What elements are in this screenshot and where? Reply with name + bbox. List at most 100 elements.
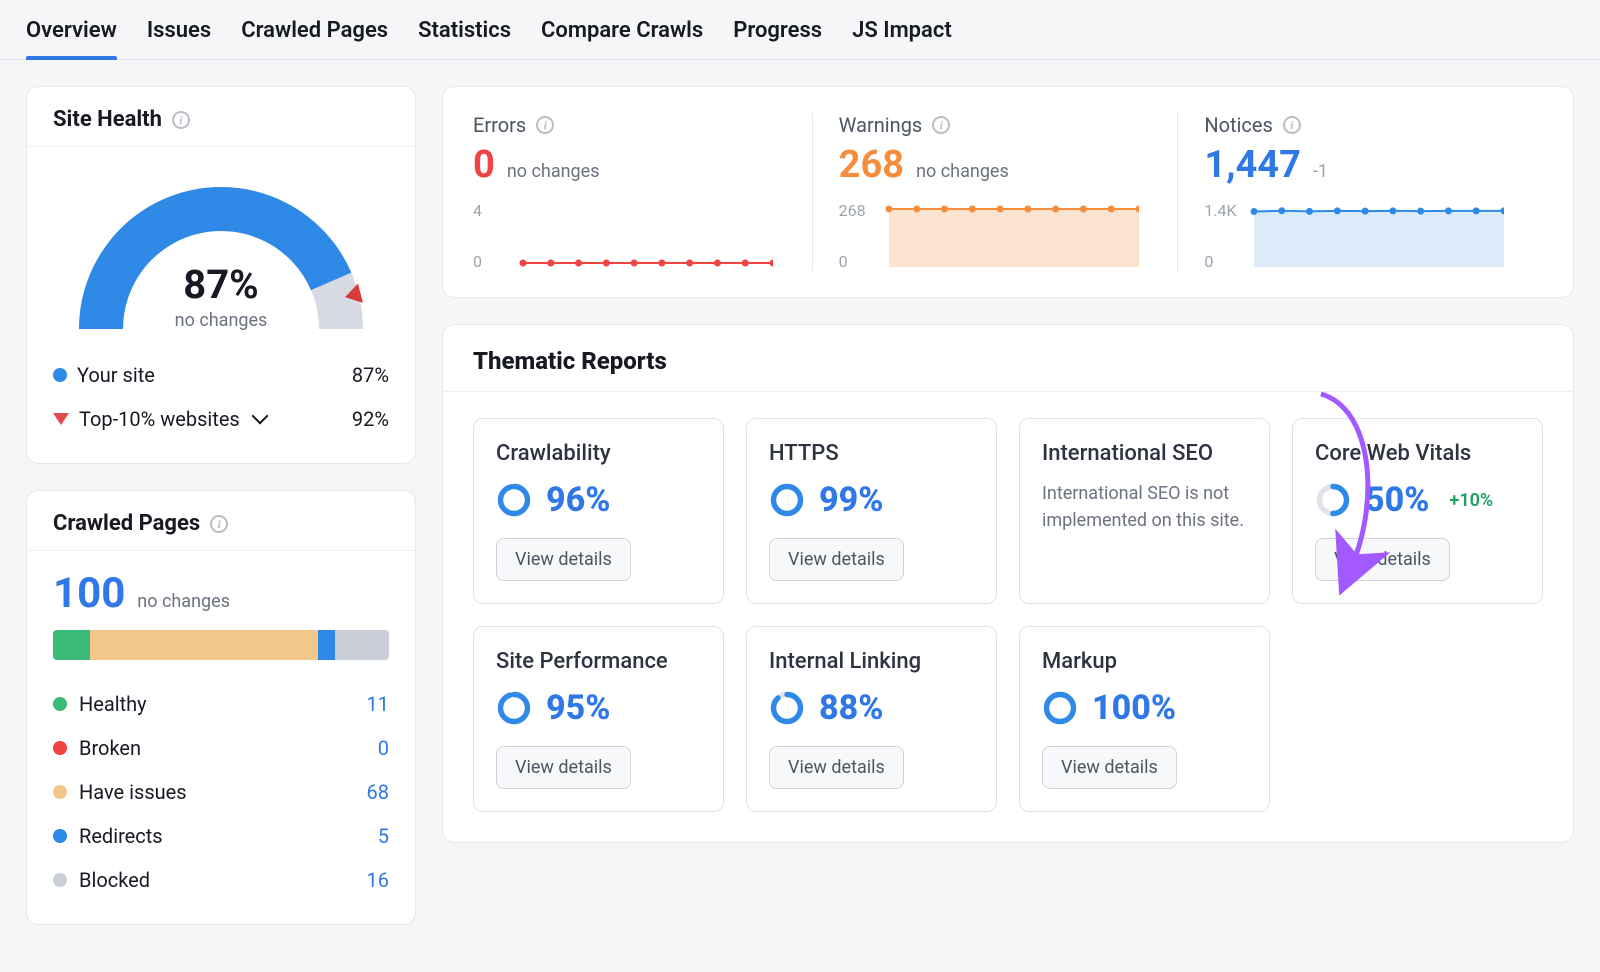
dot-icon — [53, 829, 67, 843]
view-details-button[interactable]: View details — [496, 746, 631, 789]
issue-column-warnings: Warnings i 268 no changes 2680 — [812, 113, 1178, 271]
crawled-pages-card: Crawled Pages i 100 no changes Healthy 11… — [26, 490, 416, 925]
sparkline-chart: 40 — [473, 201, 786, 271]
crawled-total: 100 — [53, 569, 125, 618]
crawled-stacked-bar — [53, 630, 389, 660]
dot-icon — [53, 697, 67, 711]
bar-segment-healthy — [53, 630, 90, 660]
row-value: 92% — [352, 407, 389, 431]
report-card-international-seo: International SEO International SEO is no… — [1019, 418, 1270, 604]
issue-column-errors: Errorsi0no changes40 — [473, 113, 812, 271]
donut-icon — [769, 690, 805, 726]
tab-compare-crawls[interactable]: Compare Crawls — [541, 18, 703, 59]
report-title: Core Web Vitals — [1315, 441, 1520, 466]
tabs-bar: Overview Issues Crawled Pages Statistics Com… — [0, 0, 1600, 60]
tab-progress[interactable]: Progress — [733, 18, 822, 59]
tab-js-impact[interactable]: JS Impact — [852, 18, 952, 59]
report-title: HTTPS — [769, 441, 974, 466]
report-percent: 50% — [1365, 480, 1429, 520]
site-health-row: Your site 87% — [53, 353, 389, 397]
report-card-crawlability: Crawlability 96% View details — [473, 418, 724, 604]
donut-icon — [769, 482, 805, 518]
gauge-percent: 87% — [61, 261, 381, 308]
row-value: 87% — [352, 363, 389, 387]
issues-card: Errorsi0no changes40Warningsi268no chang… — [442, 86, 1574, 298]
report-title: International SEO — [1042, 441, 1247, 466]
tab-crawled-pages[interactable]: Crawled Pages — [241, 18, 388, 59]
report-card-site-performance: Site Performance 95% View details — [473, 626, 724, 812]
tab-statistics[interactable]: Statistics — [418, 18, 511, 59]
report-card-core-web-vitals: Core Web Vitals 50% +10% View details — [1292, 418, 1543, 604]
legend-row[interactable]: Have issues 68 — [53, 770, 389, 814]
report-percent: 88% — [819, 688, 883, 728]
view-details-button[interactable]: View details — [769, 746, 904, 789]
report-title: Markup — [1042, 649, 1247, 674]
site-health-row[interactable]: Top-10% websites 92% — [53, 397, 389, 441]
dot-icon — [53, 368, 67, 382]
legend-row[interactable]: Broken 0 — [53, 726, 389, 770]
thematic-title: Thematic Reports — [473, 347, 1543, 375]
bar-segment-blocked — [335, 630, 389, 660]
legend-value: 0 — [339, 736, 389, 760]
row-label: Top-10% websites — [79, 407, 240, 431]
site-health-gauge: 87% no changes — [61, 165, 381, 335]
info-icon[interactable]: i — [210, 515, 228, 533]
legend-value: 16 — [339, 868, 389, 892]
dot-icon — [53, 785, 67, 799]
sparkline-chart: 1.4K0 — [1204, 201, 1517, 271]
bar-segment-have-issues — [90, 630, 318, 660]
issue-delta: no changes — [916, 161, 1009, 182]
report-percent: 95% — [546, 688, 610, 728]
legend-row[interactable]: Redirects 5 — [53, 814, 389, 858]
issue-column-notices: Noticesi1,447-11.4K0 — [1177, 113, 1543, 271]
issue-delta: no changes — [507, 161, 600, 182]
legend-label: Have issues — [79, 780, 187, 804]
view-details-button[interactable]: View details — [1042, 746, 1177, 789]
tab-issues[interactable]: Issues — [147, 18, 211, 59]
issue-title: Warnings — [839, 113, 923, 137]
sparkline-chart: 2680 — [839, 201, 1152, 271]
legend-label: Healthy — [79, 692, 147, 716]
issue-title: Notices — [1204, 113, 1272, 137]
thematic-card: Thematic Reports Crawlability 96% View det… — [442, 324, 1574, 843]
legend-value: 68 — [339, 780, 389, 804]
report-note: International SEO is not implemented on … — [1042, 480, 1247, 534]
legend-label: Broken — [79, 736, 141, 760]
legend-row[interactable]: Blocked16 — [53, 858, 389, 902]
report-title: Crawlability — [496, 441, 701, 466]
donut-icon — [1042, 690, 1078, 726]
report-card-https: HTTPS 99% View details — [746, 418, 997, 604]
row-label: Your site — [77, 363, 155, 387]
view-details-button[interactable]: View details — [496, 538, 631, 581]
info-icon[interactable]: i — [536, 116, 554, 134]
triangle-down-icon — [53, 413, 69, 425]
legend-value: 5 — [339, 824, 389, 848]
issue-value: 268 — [839, 143, 904, 187]
legend-value: 11 — [339, 692, 389, 716]
report-title: Internal Linking — [769, 649, 974, 674]
donut-icon — [496, 482, 532, 518]
issue-title: Errors — [473, 113, 526, 137]
report-delta: +10% — [1449, 490, 1493, 511]
info-icon[interactable]: i — [932, 116, 950, 134]
report-percent: 96% — [546, 480, 610, 520]
tab-overview[interactable]: Overview — [26, 18, 117, 59]
legend-row[interactable]: Healthy 11 — [53, 682, 389, 726]
chevron-down-icon[interactable] — [251, 408, 268, 425]
gauge-sublabel: no changes — [61, 310, 381, 331]
view-details-button[interactable]: View details — [1315, 538, 1450, 581]
site-health-card: Site Health i 87% no changes Your site87… — [26, 86, 416, 464]
legend-label: Redirects — [79, 824, 163, 848]
donut-icon — [496, 690, 532, 726]
crawled-pages-title: Crawled Pages — [53, 511, 200, 536]
donut-icon — [1315, 482, 1351, 518]
report-card-markup: Markup100%View details — [1019, 626, 1270, 812]
info-icon[interactable]: i — [1283, 116, 1301, 134]
dot-icon — [53, 873, 67, 887]
report-title: Site Performance — [496, 649, 701, 674]
report-card-internal-linking: Internal Linking 88% View details — [746, 626, 997, 812]
view-details-button[interactable]: View details — [769, 538, 904, 581]
info-icon[interactable]: i — [172, 111, 190, 129]
crawled-sublabel: no changes — [137, 591, 230, 612]
report-percent: 99% — [819, 480, 883, 520]
